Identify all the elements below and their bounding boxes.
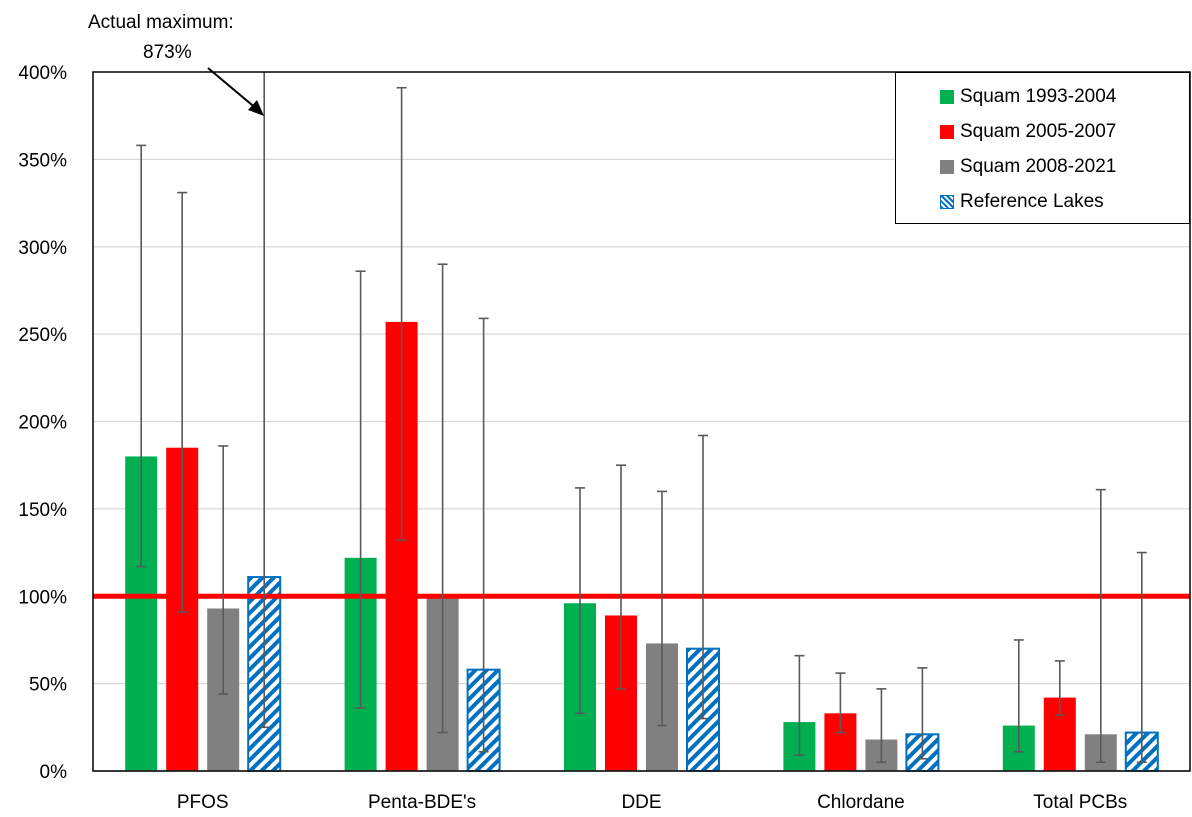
legend: Squam 1993-2004 Squam 2005-2007 Squam 20…	[895, 72, 1190, 224]
y-tick-label: 250%	[18, 325, 67, 346]
annotation-arrow	[207, 67, 259, 111]
legend-swatch	[940, 89, 954, 104]
y-tick-label: 0%	[40, 762, 68, 783]
legend-label: Squam 2008-2021	[960, 155, 1117, 177]
y-tick-label: 200%	[18, 413, 67, 434]
plot-border	[92, 71, 1191, 772]
x-tick-label: Chlordane	[817, 792, 905, 813]
legend-item: Squam 2005-2007	[940, 114, 1189, 149]
y-axis-labels: 0% 50% 100% 150% 200% 250% 300% 350% 400%	[18, 63, 67, 783]
x-tick-label: DDE	[621, 792, 661, 813]
legend-swatch	[940, 159, 954, 174]
y-tick-label: 350%	[18, 150, 67, 171]
x-tick-label: Total PCBs	[1033, 792, 1127, 813]
legend-item: Squam 1993-2004	[940, 79, 1189, 114]
annotation-line2: 873%	[143, 42, 192, 63]
bars	[125, 321, 1159, 773]
annotation-arrowhead	[248, 100, 264, 116]
legend-swatch	[940, 124, 954, 139]
legend-label: Reference Lakes	[960, 190, 1104, 212]
y-tick-label: 100%	[18, 587, 67, 608]
legend-item: Reference Lakes	[940, 184, 1189, 219]
legend-label: Squam 2005-2007	[960, 120, 1117, 142]
annotation: Actual maximum: 873%	[88, 12, 264, 116]
legend-swatch	[940, 194, 954, 209]
error-bars	[136, 72, 1147, 764]
annotation-line1: Actual maximum:	[88, 12, 234, 33]
y-tick-label: 150%	[18, 500, 67, 521]
y-tick-label: 300%	[18, 238, 67, 259]
x-axis-labels: PFOS Penta-BDE's DDE Chlordane Total PCBs	[177, 792, 1127, 813]
legend-item: Squam 2008-2021	[940, 149, 1189, 184]
legend-label: Squam 1993-2004	[960, 85, 1117, 107]
y-tick-label: 400%	[18, 63, 67, 84]
x-tick-label: PFOS	[177, 792, 229, 813]
x-tick-label: Penta-BDE's	[368, 792, 476, 813]
y-tick-label: 50%	[29, 675, 67, 696]
